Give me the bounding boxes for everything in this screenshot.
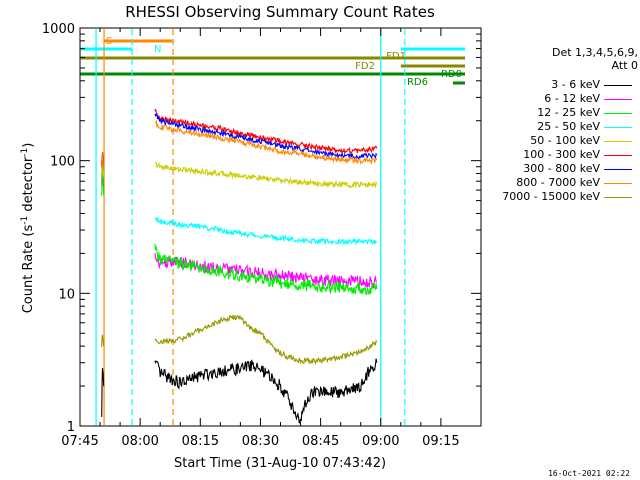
x-axis-label: Start Time (31-Aug-10 07:43:42)	[174, 456, 386, 471]
series-line	[154, 113, 378, 160]
legend-swatch	[604, 127, 632, 128]
legend-label: 300 - 800 keV	[523, 162, 600, 175]
x-tick-label: 09:00	[362, 434, 399, 449]
y-tick-label: 100	[50, 155, 75, 170]
chart-title: RHESSI Observing Summary Count Rates	[125, 3, 435, 21]
legend-label: 12 - 25 keV	[537, 106, 600, 119]
series-line	[154, 119, 378, 165]
legend-swatch	[604, 141, 632, 142]
legend-swatch	[604, 85, 632, 86]
x-tick-label: 07:45	[61, 434, 98, 449]
y-axis-label: Count Rate (s-1 detector-1)	[20, 143, 36, 314]
legend-entry: 50 - 100 keV	[468, 134, 638, 148]
legend-label: 100 - 300 keV	[523, 148, 600, 161]
legend-entry: 6 - 12 keV	[468, 92, 638, 106]
y-tick-label: 1000	[42, 22, 75, 37]
legend-swatch	[604, 113, 632, 114]
series-25to50keV	[101, 153, 378, 246]
x-tick-label: 08:45	[302, 434, 339, 449]
legend-label: 50 - 100 keV	[530, 134, 600, 147]
legend-entry: 300 - 800 keV	[468, 162, 638, 176]
legend-entries: 3 - 6 keV 6 - 12 keV 12 - 25 keV 25 - 50 ke…	[468, 78, 638, 204]
flag-label-fd2: FD2	[355, 61, 375, 72]
y-tick-label: 10	[58, 287, 75, 302]
legend-label: 3 - 6 keV	[551, 78, 600, 91]
legend-swatch	[604, 155, 632, 156]
legend-swatch	[604, 99, 632, 100]
legend-entry: 100 - 300 keV	[468, 148, 638, 162]
series-6to12keV	[101, 159, 378, 289]
legend-swatch	[604, 169, 632, 170]
series-3to6keV	[101, 358, 378, 424]
series-line	[155, 161, 378, 189]
legend-label: 7000 - 15000 keV	[502, 190, 600, 203]
x-tick-label: 08:00	[121, 434, 158, 449]
legend-entry: 7000 - 15000 keV	[468, 190, 638, 204]
series-line	[154, 358, 378, 424]
x-tick-label: 08:15	[182, 434, 219, 449]
x-tick-label: 08:30	[242, 434, 279, 449]
legend-entry: 800 - 7000 keV	[468, 176, 638, 190]
x-tick-label: 09:15	[422, 434, 459, 449]
flag-label-rd0: RD0	[441, 69, 462, 80]
flag-label-rd6: RD6	[407, 77, 428, 88]
series-line	[101, 152, 105, 171]
y-label-sup1: -1	[20, 216, 30, 225]
series-line	[154, 243, 378, 296]
legend-swatch	[604, 183, 632, 184]
legend-entry: 25 - 50 keV	[468, 120, 638, 134]
series-line	[101, 168, 105, 196]
flag-label-n: N	[154, 44, 161, 55]
observing-flags: S N FD1 FD2 RD0 RD6	[80, 36, 465, 88]
legend: Det 1,3,4,5,6,9, Att 0 3 - 6 keV 6 - 12 k…	[468, 46, 638, 204]
event-markers	[95, 29, 406, 425]
series-line	[101, 334, 105, 348]
y-axis-ticks: 1 10 100 1000	[42, 22, 481, 435]
series-7000to15000keV	[101, 314, 378, 366]
legend-swatch	[604, 197, 632, 198]
y-label-sup2: -1	[20, 148, 30, 157]
y-tick-label: 1	[67, 420, 75, 435]
series-12to25keV	[101, 168, 378, 296]
y-label-end: )	[21, 143, 36, 148]
series-line	[154, 314, 378, 366]
y-label-main: Count Rate (s	[21, 225, 36, 314]
legend-entry: 3 - 6 keV	[468, 78, 638, 92]
count-rate-series	[101, 108, 378, 424]
legend-attenuator: Att 0	[611, 59, 638, 72]
generated-timestamp: 16-Oct-2021 02:22	[548, 469, 630, 478]
y-label-mid: detector	[21, 156, 36, 216]
flag-label-fd1: FD1	[386, 51, 406, 62]
legend-label: 25 - 50 keV	[537, 120, 600, 133]
flag-label-s: S	[106, 36, 112, 47]
legend-detectors: Det 1,3,4,5,6,9,	[551, 46, 638, 59]
series-line	[154, 108, 378, 155]
x-axis-ticks: 07:45 08:00 08:15 08:30 08:45 09:00 09:15	[61, 28, 460, 449]
legend-entry: 12 - 25 keV	[468, 106, 638, 120]
series-line	[101, 367, 105, 417]
series-800to7000keV	[101, 119, 378, 171]
legend-label: 800 - 7000 keV	[516, 176, 600, 189]
series-line	[154, 217, 378, 246]
legend-label: 6 - 12 keV	[544, 92, 600, 105]
series-line	[154, 253, 378, 289]
